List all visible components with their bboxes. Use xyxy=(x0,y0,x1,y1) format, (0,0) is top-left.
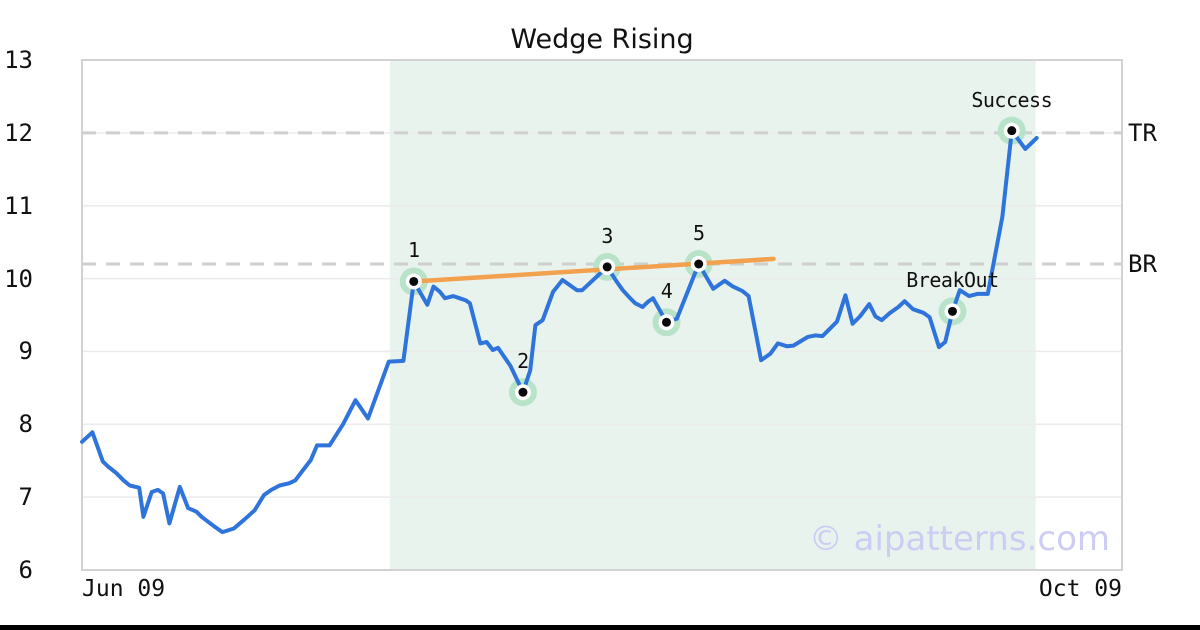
marker-label-1: 1 xyxy=(407,238,420,263)
trendline xyxy=(411,256,776,284)
marker-dot xyxy=(694,259,704,269)
marker-dot xyxy=(1007,126,1017,136)
bottom-black-bar xyxy=(0,625,1200,630)
level-label-br: BR xyxy=(1128,250,1157,278)
marker-label-2: 2 xyxy=(517,349,529,374)
marker-dot xyxy=(661,317,671,327)
chart-title: Wedge Rising xyxy=(510,24,694,55)
marker-label-3: 3 xyxy=(601,223,613,248)
y-tick-label: 9 xyxy=(18,337,33,366)
plot-border xyxy=(81,59,1123,571)
marker-dot xyxy=(518,387,528,397)
marker-label-breakout: BreakOut xyxy=(906,268,999,293)
marker-label-4: 4 xyxy=(660,279,673,304)
marker-dot xyxy=(409,276,419,286)
x-tick-jun: Jun 09 xyxy=(82,576,166,602)
y-tick-label: 10 xyxy=(4,264,33,293)
level-label-tr: TR xyxy=(1128,118,1157,147)
pattern-zone xyxy=(389,60,1036,570)
y-tick-label: 12 xyxy=(4,118,33,147)
y-tick-label: 13 xyxy=(4,46,33,74)
marker-dot xyxy=(947,306,957,316)
marker-label-success: Success xyxy=(971,87,1053,112)
y-tick-label: 11 xyxy=(4,191,33,220)
y-tick-label: 7 xyxy=(18,483,33,512)
y-tick-label: 6 xyxy=(18,556,33,584)
price-line xyxy=(80,128,1039,535)
y-tick-label: 8 xyxy=(18,410,33,439)
marker-label-5: 5 xyxy=(692,221,705,245)
x-tick-oct: Oct 09 xyxy=(1038,576,1122,602)
watermark: © aipatterns.com xyxy=(808,519,1110,559)
marker-dot xyxy=(602,262,612,272)
